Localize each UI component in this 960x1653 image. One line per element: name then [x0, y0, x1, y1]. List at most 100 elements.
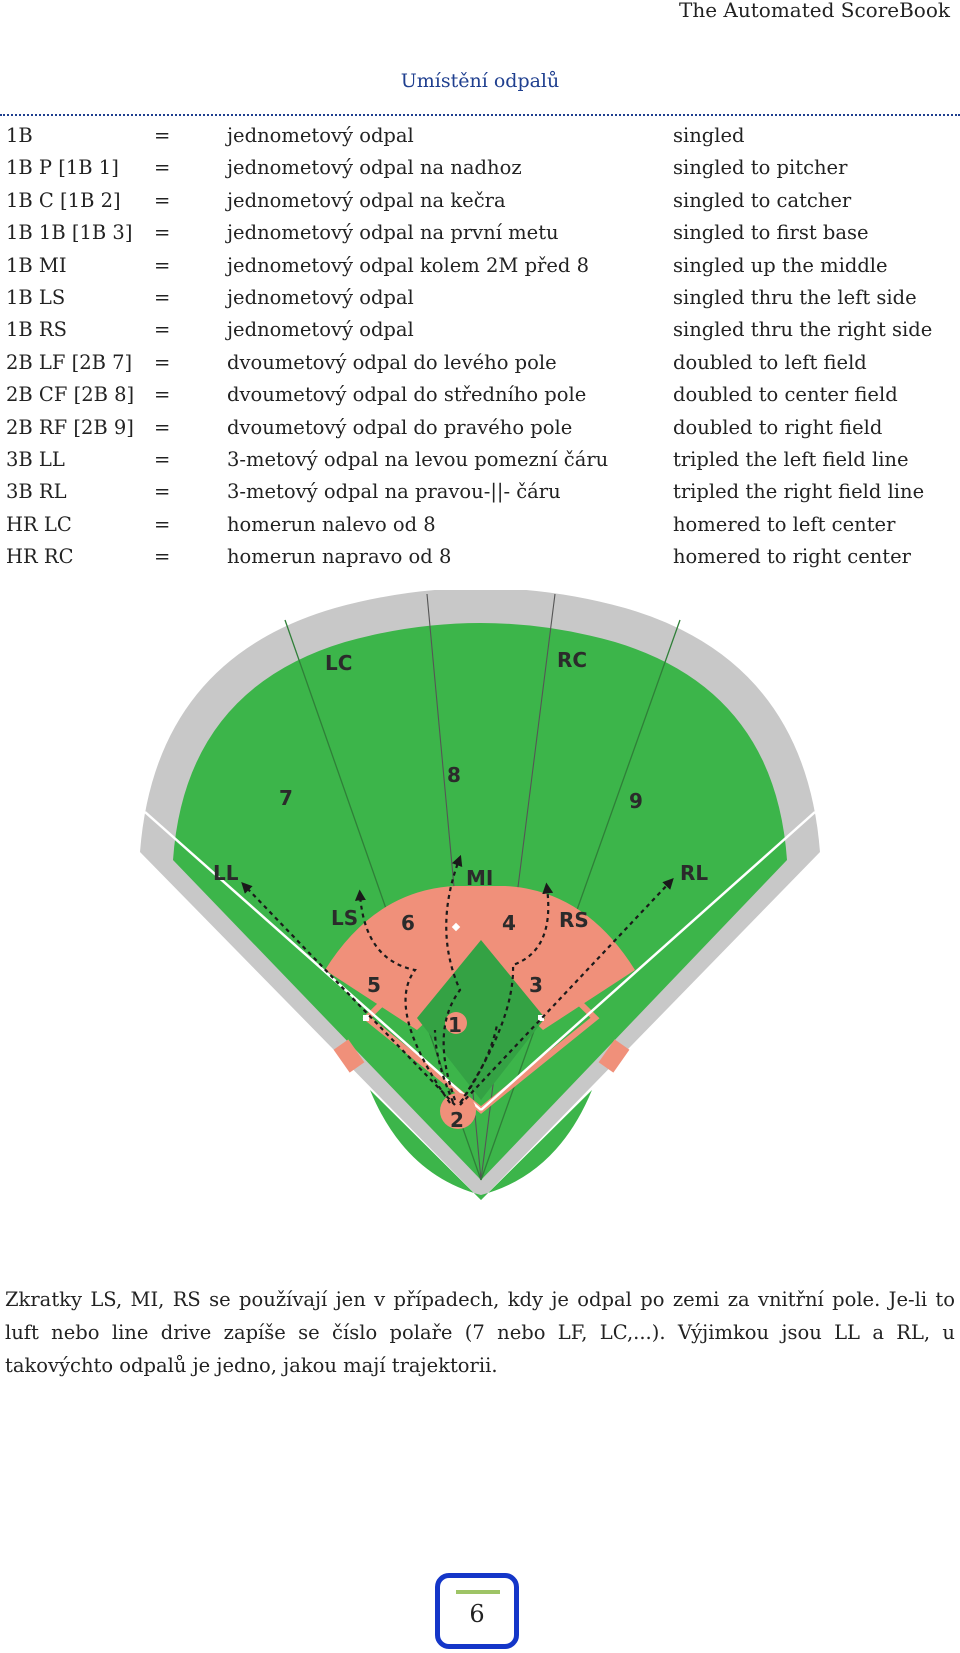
trajectory-ll — [241, 882, 456, 1106]
page-number-accent — [456, 1590, 500, 1594]
trajectory-short — [460, 1024, 499, 1103]
row-english: tripled the right field line — [673, 480, 925, 504]
row-czech: homerun napravo od 8 — [227, 545, 452, 569]
row-czech: jednometový odpal na nadhoz — [227, 156, 522, 180]
label-rc: RC — [557, 648, 587, 672]
trajectory-mi — [442, 854, 463, 1101]
row-english: tripled the left field line — [673, 447, 909, 471]
label-6: 6 — [401, 911, 415, 935]
row-code: 1B RS — [6, 318, 67, 342]
row-code: HR LC — [6, 512, 72, 536]
row-czech: dvoumetový odpal do pravého pole — [227, 415, 573, 439]
row-equals: = — [154, 156, 171, 180]
row-equals: = — [154, 285, 171, 309]
label-5: 5 — [367, 973, 381, 997]
label-4: 4 — [502, 911, 516, 935]
row-code: 1B C [1B 2] — [6, 188, 121, 212]
label-rl: RL — [680, 861, 708, 885]
trajectory-rl — [459, 877, 674, 1106]
second-base — [451, 922, 461, 932]
table-row: 2B CF [2B 8] = dvoumetový odpal do střední… — [6, 379, 956, 411]
left-foul-line — [144, 811, 482, 1111]
foul-grass — [370, 1090, 592, 1200]
row-english: singled to first base — [673, 221, 869, 245]
row-equals: = — [154, 253, 171, 277]
coach-box — [598, 1039, 630, 1073]
row-english: singled to pitcher — [673, 156, 848, 180]
label-ll: LL — [213, 861, 239, 885]
row-czech: dvoumetový odpal do levého pole — [227, 350, 557, 374]
row-equals: = — [154, 512, 171, 536]
row-czech: homerun nalevo od 8 — [227, 512, 436, 536]
table-row: 1B P [1B 1] = jednometový odpal na nadhoz s… — [6, 152, 956, 184]
hit-location-table: 1B = jednometový odpal singled 1B P [1B 1] =… — [6, 120, 956, 573]
row-english: doubled to left field — [673, 350, 867, 374]
label-1: 1 — [448, 1013, 462, 1037]
table-row: 1B 1B [1B 3] = jednometový odpal na první … — [6, 217, 956, 249]
row-english: singled thru the right side — [673, 318, 933, 342]
table-row: 2B LF [2B 7] = dvoumetový odpal do levého … — [6, 347, 956, 379]
label-mi: MI — [466, 866, 493, 890]
row-equals: = — [154, 124, 171, 147]
row-czech: jednometový odpal na první metu — [227, 221, 559, 245]
field-svg: LC RC 7 8 9 LL MI RL LS 6 4 RS 5 3 1 2 — [140, 588, 820, 1200]
table-row: HR LC = homerun nalevo od 8 homered to left… — [6, 509, 956, 541]
row-equals: = — [154, 318, 171, 342]
table-row: 1B MI = jednometový odpal kolem 2M před 8 s… — [6, 250, 956, 282]
row-equals: = — [154, 545, 171, 569]
base-paths — [362, 901, 600, 1114]
infield-grass — [417, 940, 545, 1100]
page-number: 6 — [469, 1600, 485, 1628]
row-english: singled to catcher — [673, 188, 852, 212]
row-equals: = — [154, 480, 171, 504]
row-equals: = — [154, 221, 171, 245]
row-code: 1B MI — [6, 253, 67, 277]
table-row: 1B = jednometový odpal singled — [6, 120, 956, 152]
row-code: 3B LL — [6, 447, 65, 471]
row-czech: dvoumetový odpal do středního pole — [227, 383, 587, 407]
label-rs: RS — [559, 908, 589, 932]
row-czech: jednometový odpal na kečra — [227, 188, 506, 212]
row-equals: = — [154, 383, 171, 407]
row-czech: jednometový odpal — [227, 285, 414, 309]
row-code: 3B RL — [6, 480, 67, 504]
page-number-box: 6 — [435, 1573, 519, 1649]
row-czech: 3-metový odpal na levou pomezní čáru — [227, 447, 609, 471]
row-code: 1B P [1B 1] — [6, 156, 119, 180]
row-czech: jednometový odpal — [227, 124, 414, 147]
row-english: doubled to right field — [673, 415, 883, 439]
row-code: 1B LS — [6, 285, 66, 309]
row-czech: jednometový odpal — [227, 318, 414, 342]
third-base — [363, 1015, 369, 1021]
row-equals: = — [154, 350, 171, 374]
row-equals: = — [154, 188, 171, 212]
row-english: homered to right center — [673, 545, 911, 569]
label-7: 7 — [279, 786, 293, 810]
row-code: 1B — [6, 124, 33, 147]
label-ls: LS — [331, 906, 358, 930]
table-row: HR RC = homerun napravo od 8 homered to rig… — [6, 541, 956, 573]
row-czech: jednometový odpal kolem 2M před 8 — [227, 253, 589, 277]
title-divider — [0, 114, 960, 116]
coach-box — [333, 1039, 365, 1073]
row-english: singled — [673, 124, 745, 147]
row-english: homered to left center — [673, 512, 896, 536]
label-2: 2 — [450, 1108, 464, 1132]
table-row: 1B LS = jednometový odpal singled thru the … — [6, 282, 956, 314]
table-row: 3B RL = 3-metový odpal na pravou-||- čáru t… — [6, 476, 956, 508]
row-code: 2B LF [2B 7] — [6, 350, 133, 374]
row-english: singled up the middle — [673, 253, 888, 277]
row-equals: = — [154, 447, 171, 471]
section-title: Umístění odpalů — [400, 70, 560, 92]
row-equals: = — [154, 415, 171, 439]
table-row: 3B LL = 3-metový odpal na levou pomezní čá… — [6, 444, 956, 476]
label-3: 3 — [529, 973, 543, 997]
trajectory-short — [433, 1029, 455, 1103]
row-code: 2B CF [2B 8] — [6, 383, 135, 407]
first-base — [538, 1015, 544, 1021]
row-code: HR RC — [6, 545, 74, 569]
row-english: doubled to center field — [673, 383, 898, 407]
abbreviation-note: Zkratky LS, MI, RS se používají jen v př… — [5, 1288, 955, 1377]
running-header: The Automated ScoreBook — [679, 0, 950, 22]
label-8: 8 — [447, 763, 461, 787]
